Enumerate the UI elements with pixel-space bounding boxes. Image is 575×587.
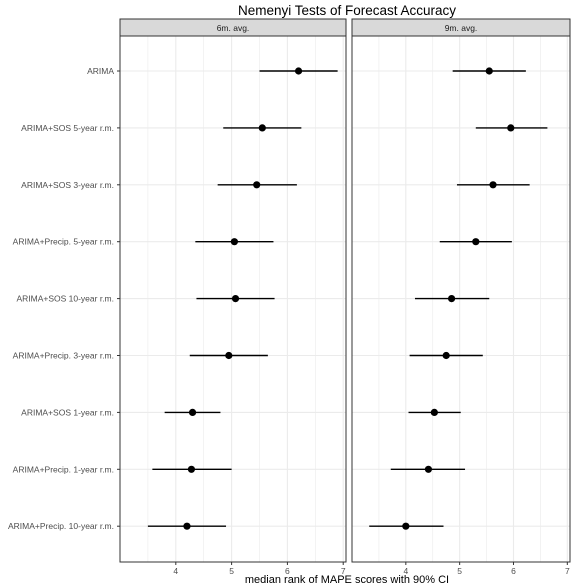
- median-point: [507, 124, 515, 132]
- median-point: [225, 351, 233, 360]
- x-tick-label: 5: [457, 566, 462, 576]
- x-tick-label: 4: [173, 566, 178, 576]
- median-point: [442, 351, 450, 360]
- median-point: [188, 408, 197, 416]
- category-label: ARIMA+SOS 3-year r.m.: [21, 180, 114, 190]
- median-point: [183, 522, 191, 530]
- x-tick-label: 6: [511, 566, 516, 576]
- chart-title: Nemenyi Tests of Forecast Accuracy: [238, 3, 456, 18]
- median-point: [472, 238, 480, 246]
- category-label: ARIMA+SOS 5-year r.m.: [21, 123, 114, 133]
- median-point: [489, 181, 497, 189]
- category-labels: ARIMA ARIMA+SOS 5-year r.m. ARIMA+SOS 3-ye…: [8, 66, 120, 531]
- median-point: [485, 67, 493, 75]
- median-point: [294, 67, 303, 75]
- category-label: ARIMA+Precip. 5-year r.m.: [13, 237, 114, 247]
- median-point: [430, 408, 438, 416]
- x-axis-label: median rank of MAPE scores with 90% CI: [245, 574, 449, 586]
- facet-strip: [351, 18, 571, 37]
- median-point: [253, 181, 261, 189]
- median-point: [230, 238, 238, 246]
- category-label: ARIMA+Precip. 1-year r.m.: [13, 464, 114, 474]
- x-tick-label: 7: [341, 566, 346, 576]
- category-label: ARIMA: [87, 66, 114, 76]
- category-label: ARIMA+Precip. 3-year r.m.: [13, 351, 114, 361]
- facet-strip-label: 6m. avg.: [217, 23, 250, 33]
- facet-strip: [119, 18, 347, 37]
- median-point: [447, 295, 456, 303]
- median-point: [258, 124, 266, 132]
- x-tick-label: 7: [565, 566, 570, 576]
- panel-2: 9m. avg. 4 5 6 7: [351, 18, 571, 576]
- category-label: ARIMA+SOS 10-year r.m.: [16, 294, 114, 304]
- category-label: ARIMA+SOS 1-year r.m.: [21, 407, 114, 417]
- facet-strip-label: 9m. avg.: [445, 23, 478, 33]
- median-point: [231, 295, 240, 303]
- x-tick-label: 5: [229, 566, 234, 576]
- median-point: [402, 522, 410, 530]
- panel-1: 6m. avg. 4 5 6 7: [119, 18, 347, 576]
- median-point: [424, 465, 433, 473]
- x-tick-label: 4: [403, 566, 408, 576]
- category-label: ARIMA+Precip. 10-year r.m.: [8, 521, 114, 531]
- x-tick-label: 6: [285, 566, 290, 576]
- median-point: [187, 465, 196, 473]
- panels-layer: 6m. avg. 4 5 6 7 9m. avg. 4 5 6 7: [119, 18, 571, 576]
